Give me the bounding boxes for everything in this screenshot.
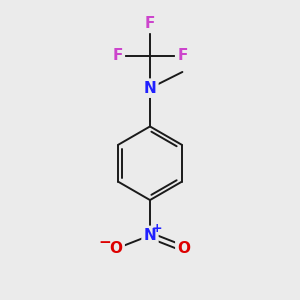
Text: +: +	[151, 222, 162, 236]
Text: F: F	[177, 48, 188, 63]
Text: N: N	[144, 81, 156, 96]
Text: F: F	[145, 16, 155, 31]
Text: F: F	[112, 48, 123, 63]
Text: O: O	[177, 241, 190, 256]
Text: −: −	[99, 235, 111, 250]
Text: N: N	[144, 228, 156, 243]
Text: O: O	[110, 241, 123, 256]
